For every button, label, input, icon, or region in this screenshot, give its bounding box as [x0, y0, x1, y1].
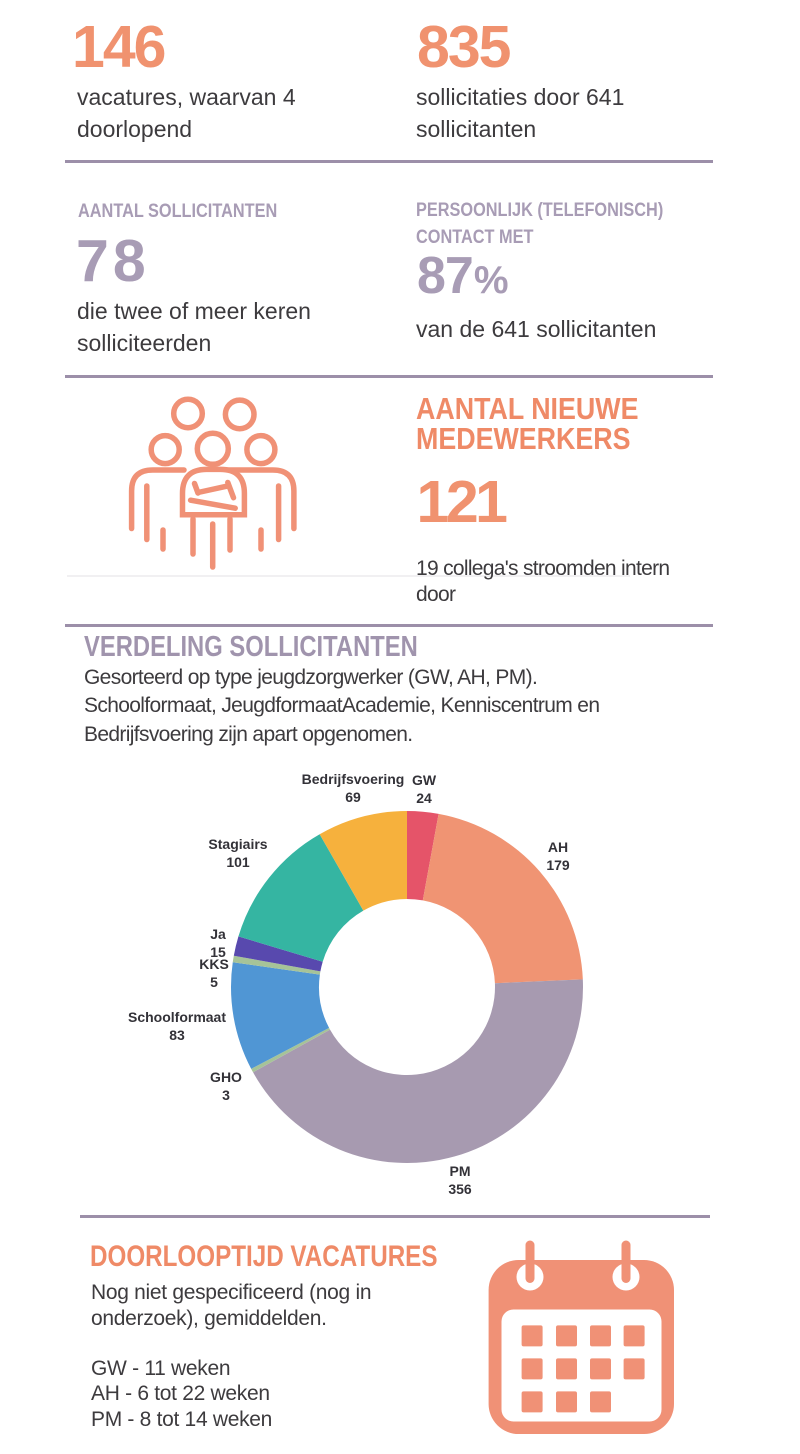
donut-label-stagiairs: Stagiairs 101: [208, 835, 268, 870]
applications-description: sollicitaties door 641 sollicitanten: [416, 84, 625, 142]
donut-label-ja: Ja 15: [210, 925, 226, 960]
people-group-icon: [128, 396, 297, 570]
vacancies-count: 146: [72, 13, 166, 80]
contact-description: van de 641 sollicitanten: [416, 315, 657, 342]
vacancies-description: vacatures, waarvan 4 doorlopend: [77, 84, 296, 142]
calendar-icon: [488, 1240, 674, 1434]
donut-segment-gw: [406, 810, 439, 900]
applicants-count: 78: [76, 228, 150, 294]
divider-line-3: [65, 624, 713, 627]
calendar-grid: [521, 1325, 645, 1413]
divider-line-4: [80, 1215, 710, 1218]
donut-label-ah: AH 179: [546, 839, 570, 874]
donut-segment-kks: [232, 955, 320, 975]
leadtime-list: GW - 11 weken AH - 6 tot 22 weken PM - 8…: [91, 1356, 273, 1431]
contact-percentage: 87%: [417, 247, 509, 305]
new-employees-count: 121: [416, 468, 508, 535]
new-employees-description: 19 collega's stroomden intern door: [416, 556, 670, 607]
distribution-paragraph: Gesorteerd op type jeugdzorgwerker (GW, …: [84, 665, 600, 746]
donut-segment-gho: [250, 1027, 330, 1072]
donut-segment-bedrijfsvoering: [319, 810, 407, 911]
leadtime-heading: DOORLOOPTIJD VACATURES: [90, 1240, 438, 1274]
donut-segment-pm: [252, 978, 583, 1163]
donut-label-kks: KKS 5: [199, 956, 229, 991]
donut-label-pm: PM 356: [448, 1163, 472, 1198]
applicants-description: die twee of meer keren solliciteerden: [77, 297, 311, 356]
donut-label-gw: GW 24: [411, 771, 437, 806]
leadtime-intro: Nog niet gespecificeerd (nog in onderzoe…: [91, 1281, 372, 1331]
divider-line-1: [65, 160, 713, 163]
donut-segment-ja: [233, 935, 323, 971]
new-employees-heading: AANTAL NIEUWE MEDEWERKERS: [416, 390, 639, 456]
donut-label-schoolformaat: Schoolformaat 83: [127, 1009, 227, 1044]
distribution-heading: VERDELING SOLLICITANTEN: [84, 630, 418, 663]
donut-label-gho: GHO 3: [210, 1068, 242, 1103]
donut-segment-ah: [422, 813, 583, 983]
donut-label-bedrijfsvoering: Bedrijfsvoering 69: [301, 770, 405, 805]
applicants-donut-chart: [230, 810, 583, 1163]
divider-line-2: [65, 375, 713, 378]
donut-segment-stagiairs: [237, 833, 363, 962]
donut-segment-schoolformaat: [230, 961, 329, 1069]
applications-count: 835: [417, 13, 511, 80]
contact-caption: PERSOONLIJK (TELEFONISCH) CONTACT MET: [416, 200, 664, 248]
applicants-caption: AANTAL SOLLICITANTEN: [78, 201, 278, 222]
faint-separator: [67, 575, 630, 577]
